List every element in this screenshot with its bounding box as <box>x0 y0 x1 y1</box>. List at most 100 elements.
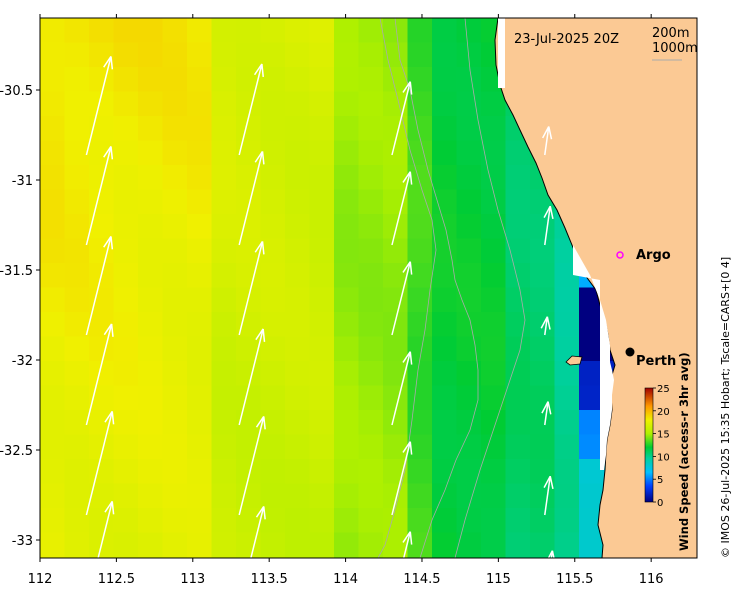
wind-cell <box>481 287 506 313</box>
wind-arrow <box>238 63 264 156</box>
wind-cell <box>456 189 482 215</box>
wind-cell <box>187 214 212 239</box>
wind-cell <box>358 263 384 288</box>
wind-cell <box>554 508 580 533</box>
wind-cell <box>260 165 286 190</box>
wind-cell <box>64 336 90 362</box>
wind-cell <box>285 312 310 337</box>
contour-legend-1000m: 1000m <box>652 41 698 56</box>
wind-cell <box>40 410 65 435</box>
argo-marker[interactable] <box>616 251 624 259</box>
wind-cell <box>481 532 506 558</box>
wind-cell <box>138 508 163 533</box>
wind-cell <box>138 18 163 43</box>
wind-cell <box>358 361 384 386</box>
wind-cell <box>481 459 506 484</box>
wind-cell <box>309 263 335 288</box>
wind-cell <box>407 42 433 68</box>
wind-cell <box>309 42 335 68</box>
wind-cell <box>64 410 90 435</box>
wind-cell <box>138 263 163 288</box>
wind-cell <box>334 165 359 190</box>
wind-cell <box>211 238 237 264</box>
wind-cell <box>334 214 359 239</box>
wind-cell <box>334 483 359 509</box>
wind-arrow <box>391 171 413 246</box>
wind-cell <box>138 459 163 484</box>
wind-cell <box>383 312 408 337</box>
wind-cell <box>113 238 139 264</box>
wind-cell <box>505 263 531 288</box>
lon-tick-label: 114 <box>333 572 358 587</box>
wind-cell <box>432 434 457 460</box>
lat-tick-label: -30.5 <box>0 84 33 99</box>
perth-marker[interactable] <box>625 347 635 357</box>
wind-cell <box>40 434 65 460</box>
wind-cell <box>432 18 457 43</box>
wind-cell <box>260 312 286 337</box>
wind-cell <box>285 214 310 239</box>
wind-cell <box>530 336 555 362</box>
wind-cell <box>40 508 65 533</box>
wind-cell <box>113 165 139 190</box>
wind-cell <box>260 140 286 166</box>
wind-cell <box>211 410 237 435</box>
wind-cell <box>530 434 555 460</box>
wind-cell <box>481 263 506 288</box>
wind-cell <box>432 189 457 215</box>
wind-cell <box>162 434 188 460</box>
wind-cell <box>211 91 237 117</box>
wind-cell <box>113 214 139 239</box>
wind-cell <box>383 336 408 362</box>
wind-cell <box>260 361 286 386</box>
wind-cell <box>162 189 188 215</box>
wind-cell <box>579 312 604 337</box>
wind-cell <box>113 385 139 411</box>
wind-cell <box>383 508 408 533</box>
wind-cell <box>505 508 531 533</box>
wind-cell <box>113 532 139 558</box>
wind-cell <box>407 287 433 313</box>
wind-cell <box>383 385 408 411</box>
wind-cell <box>211 165 237 190</box>
wind-cell <box>89 336 114 362</box>
latitude-axis: -30.5 -31 -31.5 -32 -32.5 -33 <box>0 84 40 549</box>
wind-cell <box>187 287 212 313</box>
wind-cell <box>456 459 482 484</box>
wind-cell <box>456 91 482 117</box>
wind-cell <box>236 42 261 68</box>
wind-cell <box>358 214 384 239</box>
wind-cell <box>383 410 408 435</box>
wind-arrow <box>545 550 556 592</box>
wind-cell <box>113 361 139 386</box>
wind-cell <box>407 263 433 288</box>
wind-cell <box>383 140 408 166</box>
wind-cell <box>138 116 163 141</box>
wind-cell <box>334 140 359 166</box>
lat-tick-label: -32.5 <box>0 444 33 459</box>
coastal-strip <box>573 245 614 470</box>
wind-cell <box>334 116 359 141</box>
wind-cell <box>162 361 188 386</box>
wind-arrow <box>541 126 553 156</box>
wind-cell <box>456 116 482 141</box>
wind-cell <box>285 287 310 313</box>
wind-cell <box>211 361 237 386</box>
wind-cell <box>260 238 286 264</box>
wind-cell <box>285 263 310 288</box>
wind-cell <box>407 165 433 190</box>
wind-cell <box>309 189 335 215</box>
wind-cell <box>481 165 506 190</box>
wind-cell <box>554 459 580 484</box>
wind-cell <box>383 238 408 264</box>
wind-cell <box>432 532 457 558</box>
wind-cell <box>187 434 212 460</box>
wind-cell <box>285 532 310 558</box>
wind-cell <box>432 385 457 411</box>
wind-cell <box>285 361 310 386</box>
wind-cell <box>138 557 163 558</box>
wind-cell <box>309 459 335 484</box>
wind-cell <box>211 508 237 533</box>
wind-cell <box>260 532 286 558</box>
argo-label: Argo <box>636 248 671 263</box>
